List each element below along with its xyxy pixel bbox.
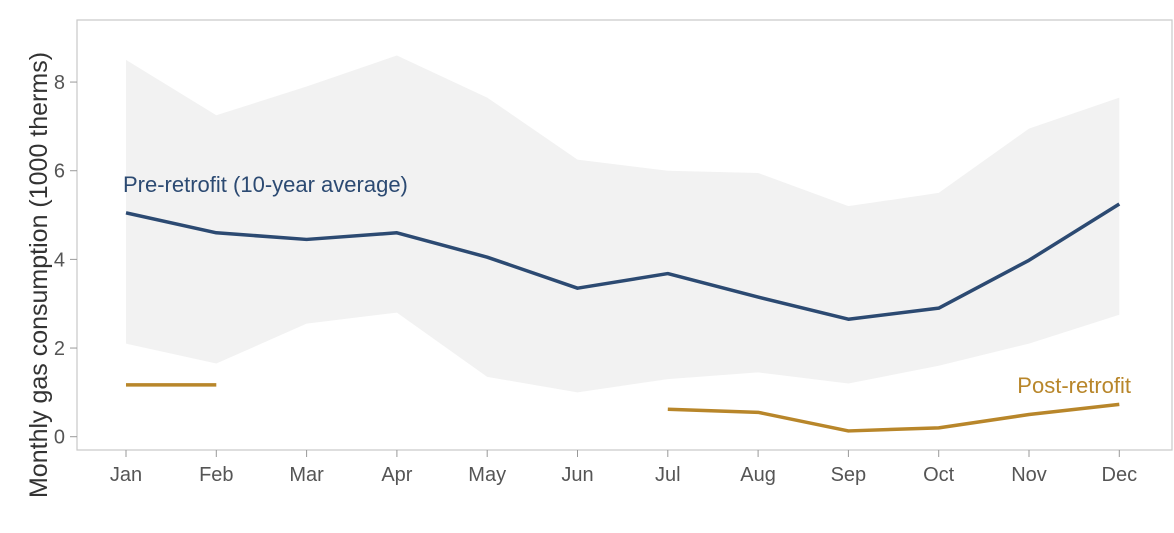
pre-retrofit-label: Pre-retrofit (10-year average) (123, 172, 408, 197)
y-axis-title: Monthly gas consumption (1000 therms) (25, 52, 53, 498)
x-tick-label: Feb (199, 464, 233, 486)
y-tick-label: 2 (54, 338, 65, 360)
post-retrofit-label: Post-retrofit (1017, 373, 1131, 398)
series-line-0 (125, 202, 1121, 321)
x-tick-label: Aug (740, 464, 776, 486)
x-tick-label: Sep (831, 464, 867, 486)
x-tick-label: Jan (110, 464, 142, 486)
x-tick-label: Jul (655, 464, 681, 486)
x-tick-label: Mar (289, 464, 324, 486)
x-tick-label: Nov (1011, 464, 1047, 486)
x-tick-label: Apr (381, 464, 412, 486)
axis-ticks: Jan Feb Mar Apr May Jun Jul Aug Sep Oct Nov Dec 0 2 4 6… (54, 72, 1137, 486)
y-tick-label: 4 (54, 249, 65, 271)
series-line-1 (667, 402, 1120, 433)
x-tick-label: May (468, 464, 506, 486)
series-lines (125, 202, 1121, 433)
x-tick-label: Oct (923, 464, 955, 486)
x-tick-label: Dec (1102, 464, 1138, 486)
series-labels: Pre-retrofit (10-year average) Post-retr… (123, 172, 1131, 398)
y-tick-label: 6 (54, 161, 65, 183)
range-band-area (126, 55, 1120, 393)
y-tick-label: 0 (54, 427, 65, 449)
x-tick-label: Jun (561, 464, 593, 486)
confidence-band (126, 55, 1120, 393)
y-tick-label: 8 (54, 72, 65, 94)
